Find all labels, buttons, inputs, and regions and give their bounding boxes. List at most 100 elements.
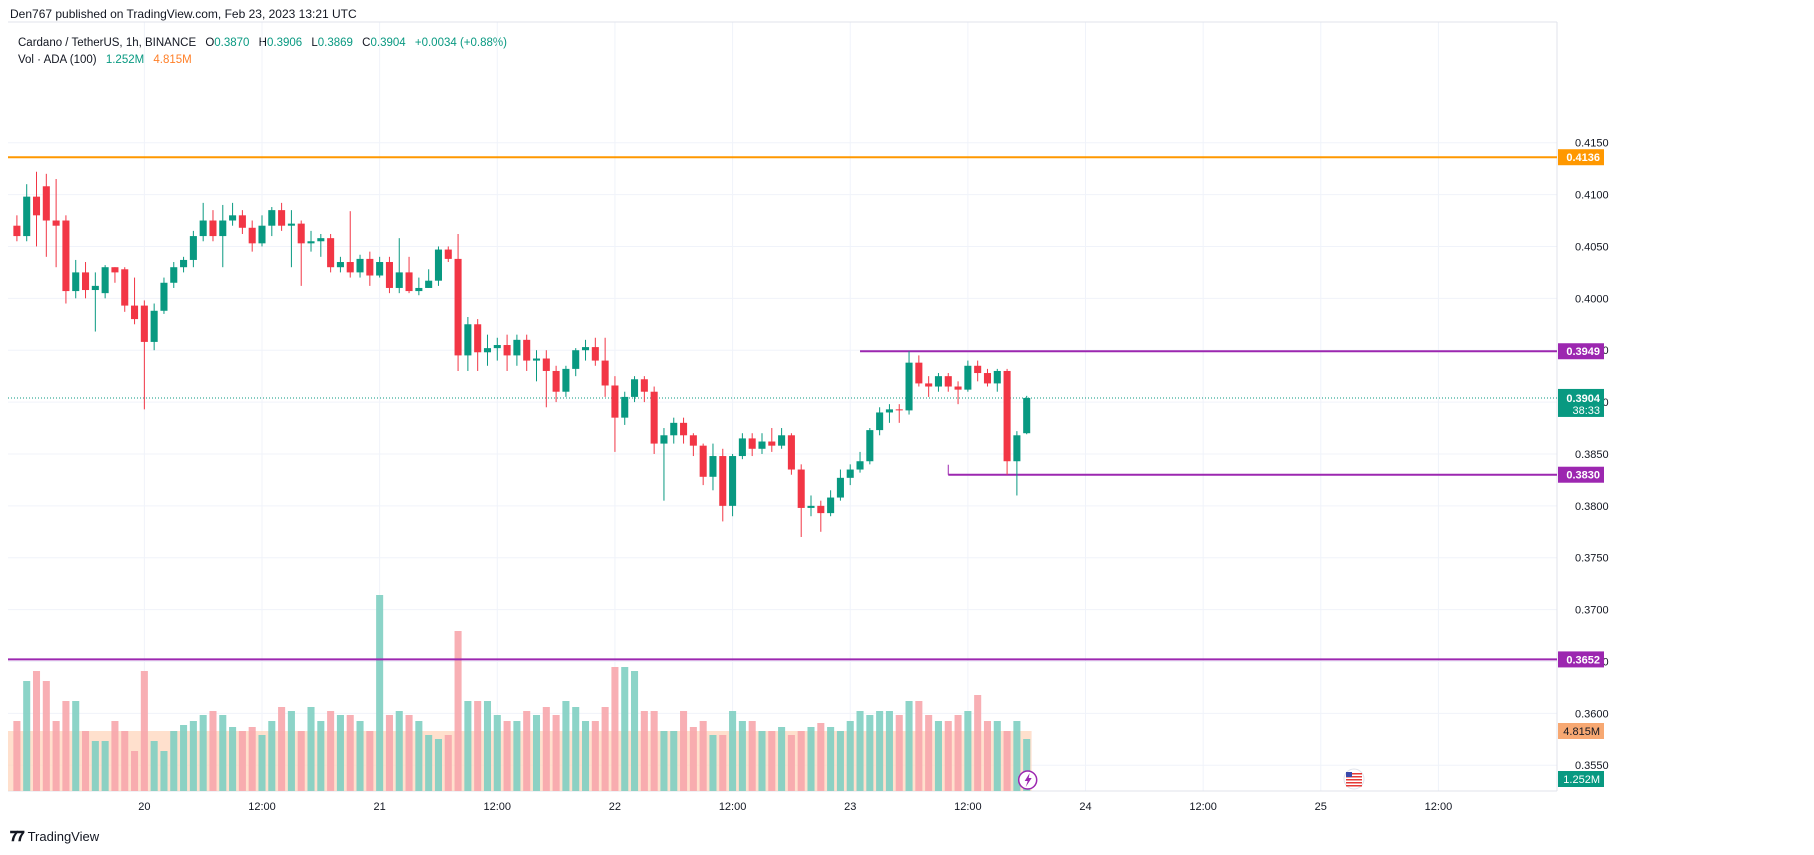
candle <box>101 265 109 299</box>
candle-body <box>278 210 286 226</box>
candle-body <box>944 376 952 387</box>
volume-bar <box>680 711 688 791</box>
candle-body <box>631 379 639 397</box>
candle <box>552 365 560 403</box>
candle <box>650 386 658 454</box>
change-value: +0.0034 (+0.88%) <box>414 37 507 49</box>
candle-body <box>591 347 599 361</box>
volume-bar <box>238 731 246 791</box>
volume-bar <box>385 715 393 791</box>
candle <box>709 443 717 491</box>
volume-bar <box>1023 739 1031 791</box>
candle <box>415 277 423 296</box>
candle <box>356 254 364 278</box>
volume-bar <box>572 707 580 791</box>
candle-body <box>572 350 580 369</box>
volume-bar <box>287 711 295 791</box>
candle <box>258 215 266 247</box>
volume-bar <box>219 715 227 791</box>
volume-bar <box>513 721 521 791</box>
candle <box>268 207 276 237</box>
candle-body <box>807 505 815 508</box>
candle-body <box>199 220 207 237</box>
volume-last-tag-label: 1.252M <box>1563 774 1600 786</box>
candle-body <box>493 345 501 349</box>
candle-body <box>758 441 766 449</box>
candle <box>797 464 805 537</box>
candle-body <box>229 215 237 221</box>
time-tick-label: 20 <box>138 801 150 813</box>
candle <box>32 171 41 247</box>
volume-bar <box>631 671 639 791</box>
candle <box>983 368 992 387</box>
candle <box>581 339 590 361</box>
candle-body <box>258 225 266 244</box>
volume-bar <box>885 711 893 791</box>
volume-bar <box>170 731 178 791</box>
candle-body <box>581 347 590 351</box>
candle <box>121 267 129 312</box>
time-tick-label: 23 <box>844 801 856 813</box>
volume-bar <box>180 725 188 791</box>
volume-bar <box>670 731 678 791</box>
candle-body <box>219 220 227 237</box>
volume-bar <box>268 721 276 791</box>
candle-body <box>238 215 246 228</box>
candle-body <box>856 461 864 470</box>
volume-bar <box>189 721 197 791</box>
volume-bar <box>346 715 354 791</box>
candle <box>307 230 315 252</box>
volume-value: 1.252M <box>105 54 145 66</box>
candle-body <box>42 186 50 221</box>
candle-body <box>444 249 452 259</box>
volume-bar <box>72 701 80 791</box>
tradingview-footer[interactable]: 𝟕𝟕 TradingView <box>10 828 99 845</box>
candle-body <box>601 360 609 386</box>
volume-bar <box>395 711 403 791</box>
volume-bar <box>817 723 825 791</box>
volume-bar <box>81 731 90 791</box>
volume-bar <box>317 721 325 791</box>
candle-body <box>925 383 933 387</box>
level-price-tag <box>1558 149 1604 166</box>
candle <box>287 210 295 268</box>
candle <box>768 428 776 452</box>
volume-indicator-label[interactable]: Vol · ADA (100) <box>18 54 97 66</box>
candle <box>317 234 325 257</box>
candle <box>758 433 766 454</box>
candle-body <box>562 368 570 392</box>
candle-body <box>846 469 854 478</box>
level-price-label: 0.3949 <box>1566 346 1600 358</box>
candle-body <box>738 438 746 457</box>
candle <box>866 428 874 465</box>
volume-bar <box>327 711 335 791</box>
flag-canton <box>1346 772 1352 777</box>
candle-body <box>346 262 354 273</box>
candle-body <box>974 365 982 374</box>
volume-bar <box>160 751 168 791</box>
volume-bar <box>895 715 903 791</box>
candle <box>817 500 825 532</box>
volume-bar <box>983 721 992 791</box>
candle <box>925 376 933 397</box>
volume-bar <box>307 707 315 791</box>
candle <box>503 334 511 371</box>
candle-body <box>660 435 668 444</box>
candle <box>199 202 207 242</box>
flag-stripe <box>1346 782 1362 784</box>
candle-body <box>797 469 805 508</box>
symbol-label[interactable]: Cardano / TetherUS, 1h, BINANCE <box>18 37 197 49</box>
candle <box>219 204 227 268</box>
volume-bar <box>150 741 158 791</box>
candle-body <box>180 259 188 268</box>
candle-body <box>307 241 315 244</box>
candle-body <box>542 358 550 371</box>
volume-bar <box>611 667 619 791</box>
candle <box>680 417 688 444</box>
candle <box>591 337 599 366</box>
candle <box>327 234 335 273</box>
candle <box>1023 395 1031 435</box>
candle-body <box>405 272 413 292</box>
candle-body <box>72 272 80 292</box>
